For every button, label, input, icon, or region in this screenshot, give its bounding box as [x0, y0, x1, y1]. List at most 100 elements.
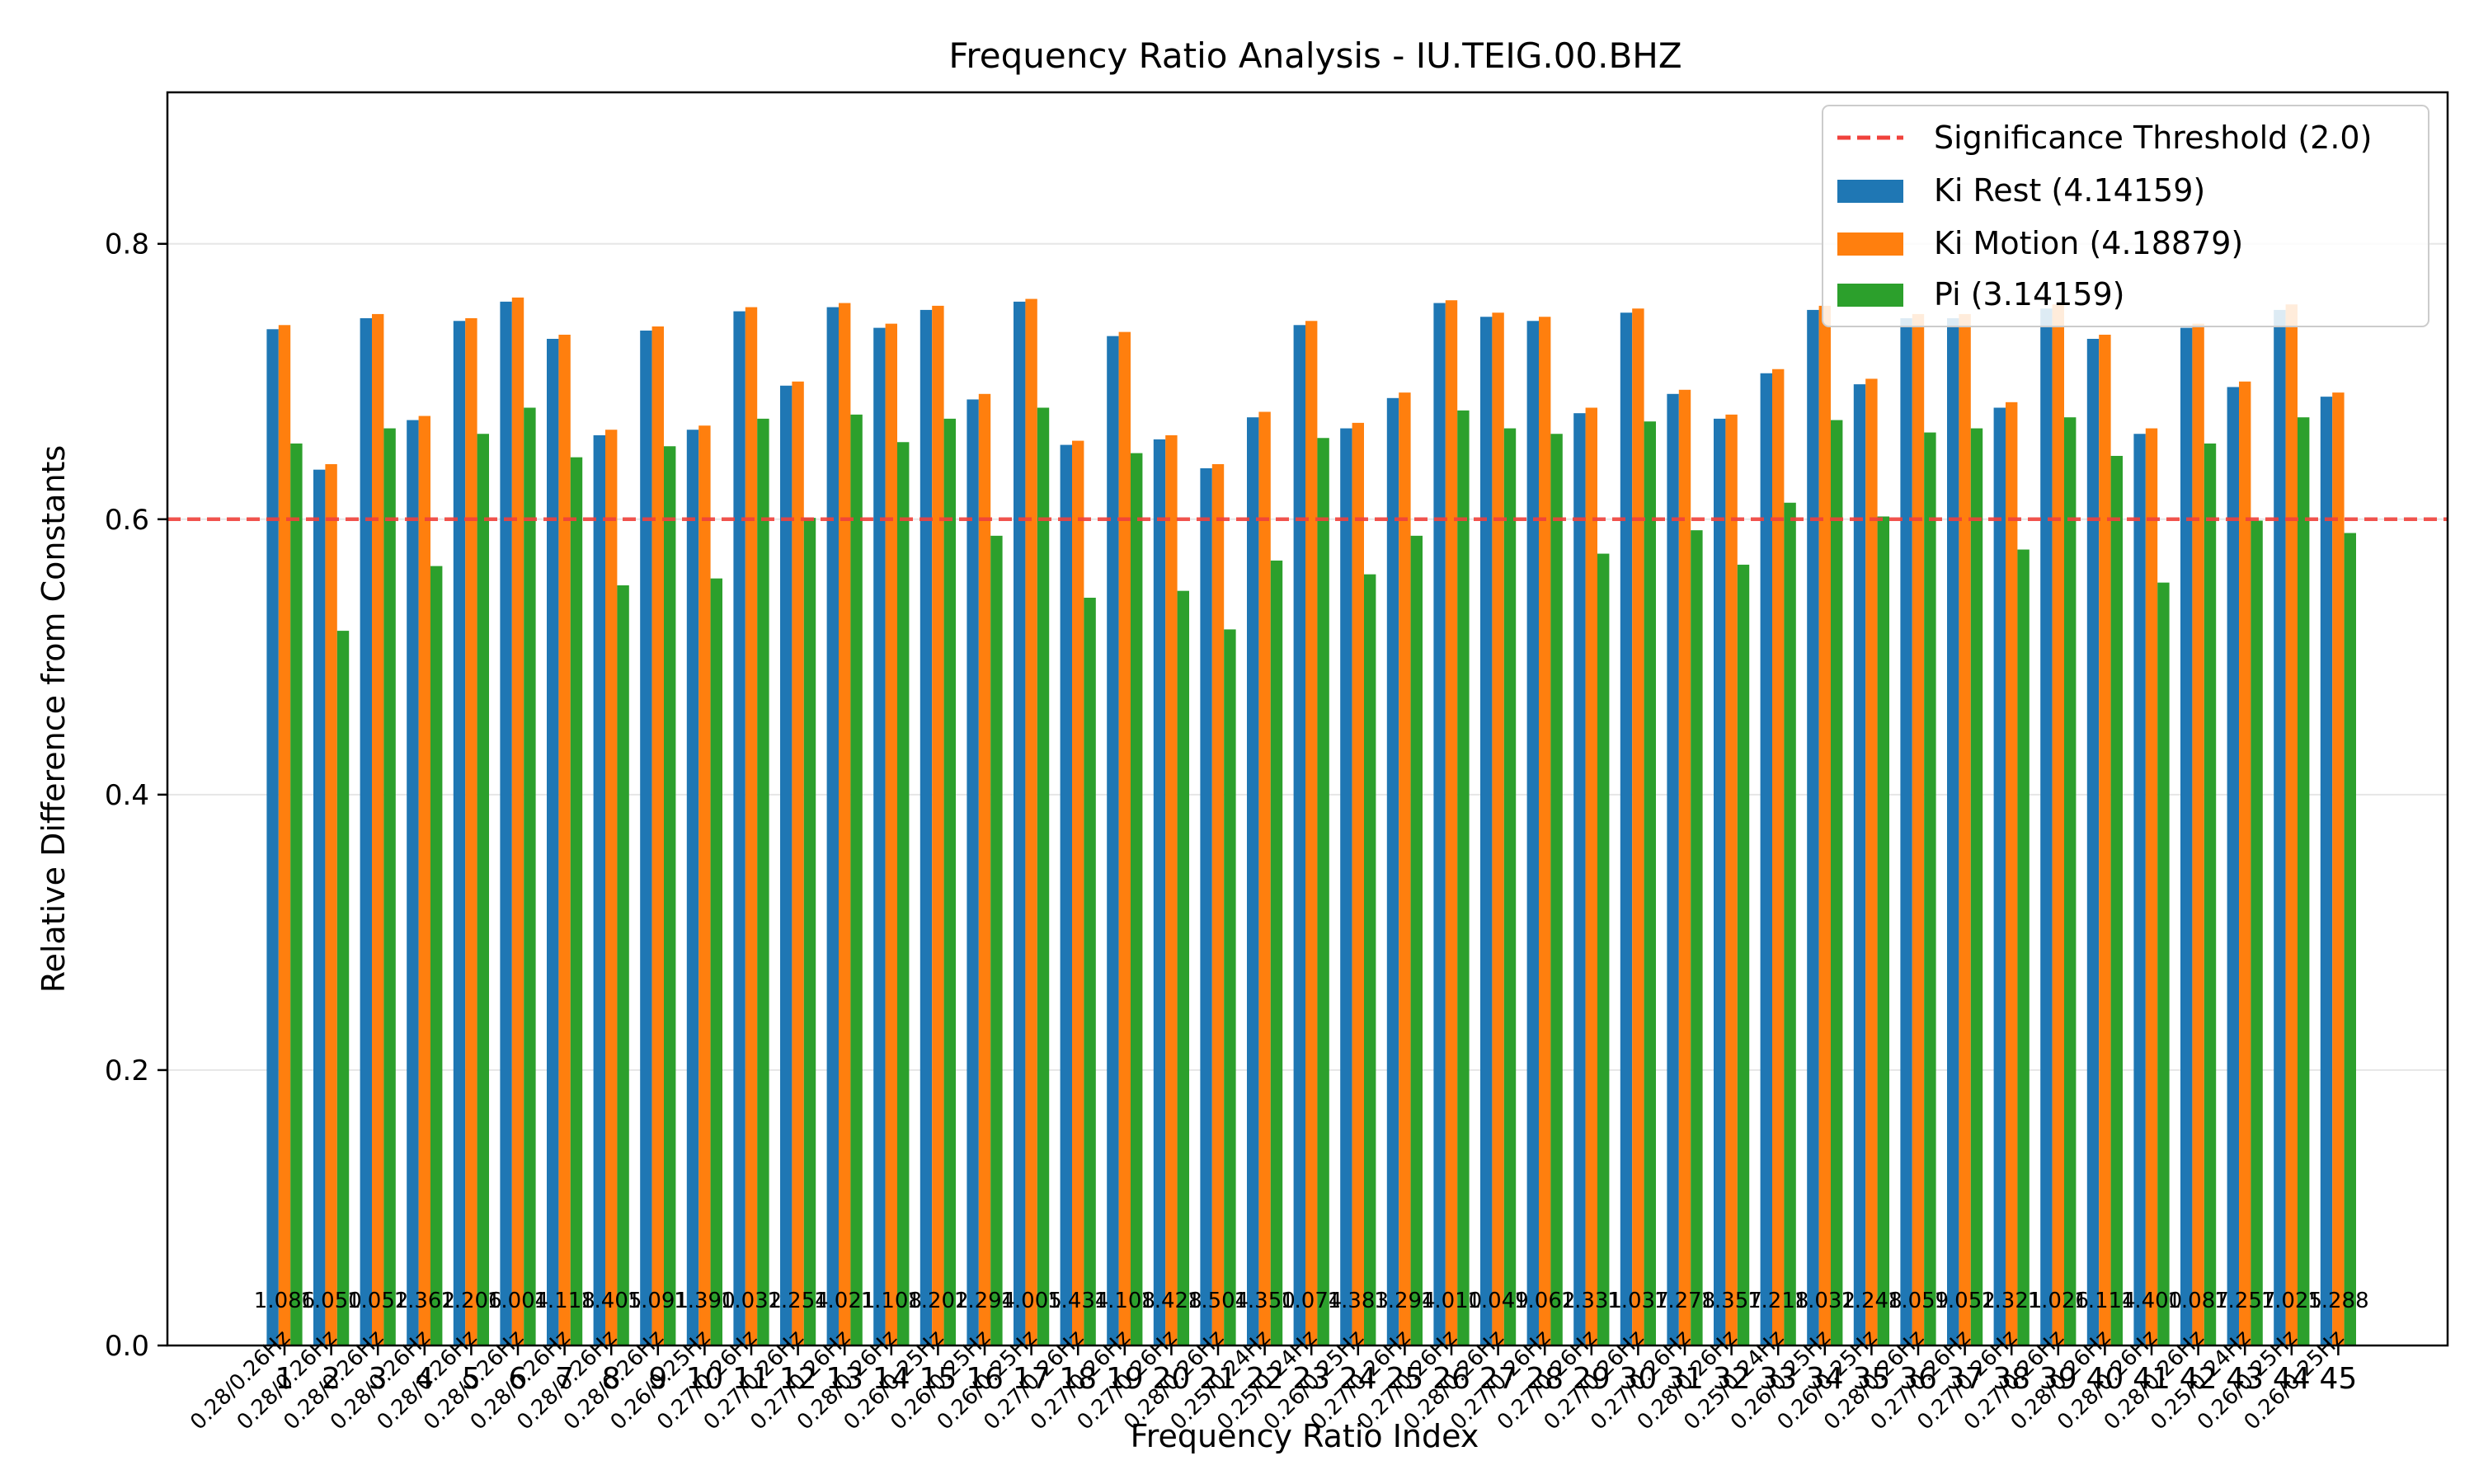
x-tick-label: 40 — [2086, 1362, 2124, 1396]
x-tick-label: 6 — [509, 1362, 528, 1396]
bar — [2064, 417, 2077, 1346]
chart-title: Frequency Ratio Analysis - IU.TEIG.00.BH… — [948, 35, 1681, 76]
bar — [524, 407, 536, 1345]
bar — [897, 442, 910, 1346]
bar — [1433, 303, 1446, 1345]
bar — [360, 317, 372, 1345]
legend-swatch-ki-rest — [1837, 180, 1903, 203]
bar — [1399, 392, 1411, 1346]
bar — [1386, 397, 1399, 1345]
bar-value-label: 1.294 — [1374, 1289, 1435, 1313]
bar — [570, 457, 583, 1345]
bar-value-label: 1.108 — [861, 1289, 922, 1313]
bar — [1877, 516, 1889, 1345]
bar-value-label: 1.108 — [1094, 1289, 1155, 1313]
bar-value-label: 1.254 — [767, 1289, 828, 1313]
bar — [2298, 417, 2310, 1346]
x-tick-label: 18 — [1059, 1362, 1097, 1396]
x-tick-label: 4 — [415, 1362, 434, 1396]
legend: Significance Threshold (2.0) Ki Rest (4.… — [1822, 105, 2429, 327]
bar-value-label: 1.004 — [487, 1289, 548, 1313]
bar — [839, 303, 851, 1345]
bar-value-label: 1.357 — [1700, 1289, 1761, 1313]
legend-label-ki-motion: Ki Motion (4.18879) — [1934, 225, 2243, 261]
bar — [2192, 323, 2204, 1346]
bar-value-label: 1.062 — [1514, 1289, 1575, 1313]
bar-value-label: 1.428 — [1141, 1289, 1202, 1313]
bar-value-label: 1.257 — [2214, 1289, 2275, 1313]
bar — [1352, 422, 1364, 1345]
bar — [873, 327, 886, 1346]
bar — [1912, 313, 1925, 1345]
bar — [1177, 590, 1189, 1345]
x-tick-label: 7 — [555, 1362, 574, 1396]
bar — [313, 469, 326, 1345]
bar-value-label: 1.405 — [581, 1289, 642, 1313]
bar — [1678, 389, 1691, 1345]
x-tick-label: 15 — [919, 1362, 957, 1396]
bar — [792, 381, 804, 1345]
bar — [2040, 308, 2053, 1346]
y-tick-label: 0.0 — [105, 1330, 149, 1363]
legend-threshold-label: Significance Threshold (2.0) — [1934, 120, 2372, 156]
x-tick-label: 14 — [872, 1362, 910, 1396]
bar-value-label: 1.114 — [2074, 1289, 2135, 1313]
x-tick-label: 9 — [648, 1362, 667, 1396]
x-tick-label: 39 — [2039, 1362, 2077, 1396]
legend-label-ki-rest: Ki Rest (4.14159) — [1934, 172, 2205, 209]
bar — [1153, 439, 1166, 1345]
bar-value-label: 1.025 — [2261, 1289, 2322, 1313]
bar — [686, 430, 699, 1346]
bar — [1200, 468, 1212, 1345]
bar — [453, 321, 466, 1346]
bar — [1060, 444, 1072, 1345]
bar — [593, 434, 605, 1345]
bar — [1539, 317, 1551, 1346]
bar-value-label: 1.390 — [674, 1289, 735, 1313]
bar — [1597, 553, 1610, 1345]
bar-value-label: 1.052 — [347, 1289, 408, 1313]
bar — [1211, 463, 1225, 1345]
x-tick-label: 34 — [1806, 1362, 1844, 1396]
x-tick-label: 3 — [369, 1362, 388, 1396]
bar — [1258, 411, 1271, 1345]
x-tick-label: 20 — [1152, 1362, 1190, 1396]
bar-value-label: 1.032 — [1794, 1289, 1856, 1313]
bar — [1492, 312, 1504, 1346]
bar — [745, 307, 758, 1346]
bar — [1410, 535, 1423, 1345]
bar — [1772, 369, 1785, 1345]
bar — [1620, 312, 1633, 1346]
bar — [698, 425, 711, 1346]
x-tick-label: 5 — [462, 1362, 481, 1396]
bar — [1667, 393, 1679, 1345]
bar-value-label: 1.087 — [2167, 1289, 2228, 1313]
x-tick-label: 2 — [322, 1362, 341, 1396]
x-tick-label: 38 — [1992, 1362, 2030, 1396]
bar — [1970, 428, 1983, 1345]
bar — [990, 535, 1003, 1345]
bar — [850, 414, 863, 1345]
bar — [383, 428, 396, 1345]
y-axis-label: Relative Difference from Constants — [35, 445, 72, 993]
bar — [1025, 298, 1037, 1345]
bar — [1632, 308, 1644, 1346]
x-axis-label: Frequency Ratio Index — [1131, 1418, 1479, 1454]
x-tick-label: 23 — [1292, 1362, 1330, 1396]
y-axis-ticks: 0.0 0.2 0.4 0.6 0.8 — [105, 228, 167, 1363]
bar — [372, 313, 384, 1345]
bar-value-label: 1.005 — [1000, 1289, 1061, 1313]
bar-value-label: 1.400 — [2121, 1289, 2182, 1313]
x-tick-label: 17 — [1013, 1362, 1051, 1396]
bar — [1224, 629, 1236, 1345]
x-tick-label: 28 — [1526, 1362, 1564, 1396]
bar — [1993, 407, 2006, 1345]
bar — [2344, 533, 2356, 1345]
bar — [1644, 421, 1656, 1346]
bar — [1865, 378, 1878, 1345]
bar-value-label: 1.350 — [1234, 1289, 1295, 1313]
legend-box — [1822, 105, 2429, 327]
bar — [1853, 384, 1866, 1346]
bar — [2332, 392, 2345, 1346]
x-tick-label: 27 — [1479, 1362, 1517, 1396]
